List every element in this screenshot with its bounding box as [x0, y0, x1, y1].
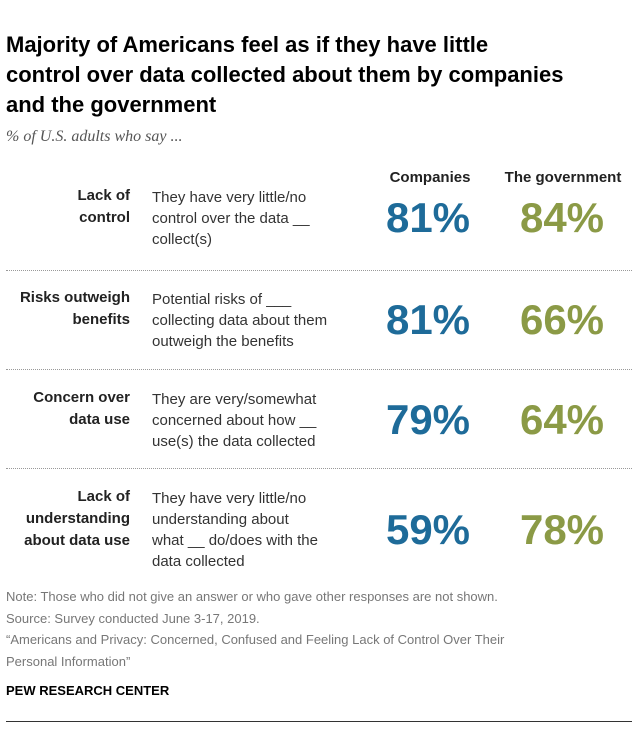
value-cell: 79%: [385, 396, 471, 443]
row-description: use(s) the data collected: [152, 432, 316, 450]
value-cell: 66%: [519, 296, 605, 343]
row-separator: [6, 270, 632, 271]
bottom-rule: [6, 721, 632, 722]
row-description: concerned about how __: [152, 411, 317, 429]
row-description: collect(s): [152, 230, 213, 248]
value-cell: 59%: [385, 506, 471, 553]
row-separator: [6, 369, 632, 370]
note-line: Personal Information”: [6, 653, 131, 669]
row-description: They are very/somewhat: [152, 390, 317, 408]
value-cell: 81%: [385, 296, 471, 343]
value-cell: 78%: [519, 506, 605, 553]
note-line: “Americans and Privacy: Concerned, Confu…: [6, 632, 505, 647]
row-label: control: [79, 209, 130, 226]
row-description: what __ do/does with the: [152, 532, 318, 549]
row-description: collecting data about them: [152, 311, 328, 329]
row-description: They have very little/no: [152, 490, 307, 507]
column-header: The government: [504, 169, 622, 186]
row-label: Lack of: [77, 187, 130, 204]
row-label: data use: [69, 411, 130, 428]
row-description: control over the data __: [152, 209, 310, 227]
row-description: outweigh the benefits: [152, 332, 294, 350]
row-label: about data use: [24, 532, 130, 549]
row-description: data collected: [152, 553, 245, 570]
row-description: understanding about: [152, 511, 289, 528]
title-line: and the government: [6, 92, 217, 117]
row-label: understanding: [25, 510, 130, 527]
subtitle: % of U.S. adults who say ...: [6, 128, 183, 145]
value-cell: 84%: [519, 194, 605, 241]
note-line: Note: Those who did not give an answer o…: [6, 589, 498, 604]
row-separator: [6, 468, 632, 469]
row-label: benefits: [72, 311, 130, 328]
value-cell: 81%: [385, 194, 471, 241]
column-header: Companies: [389, 169, 471, 186]
row-label: Concern over: [33, 389, 130, 406]
row-description: Potential risks of ___: [152, 290, 292, 308]
source-label: PEW RESEARCH CENTER: [6, 683, 170, 698]
row-description: They have very little/no: [152, 188, 307, 206]
title-line: Majority of Americans feel as if they ha…: [6, 32, 489, 57]
row-label: Risks outweigh: [19, 289, 130, 306]
note-line: Source: Survey conducted June 3-17, 2019…: [6, 610, 260, 626]
title-line: control over data collected about them b…: [6, 62, 564, 87]
value-cell: 64%: [519, 396, 605, 443]
row-label: Lack of: [77, 488, 130, 505]
